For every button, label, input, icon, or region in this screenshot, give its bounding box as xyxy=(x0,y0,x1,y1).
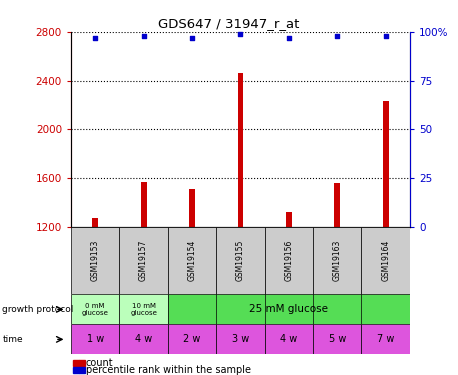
Text: GSM19163: GSM19163 xyxy=(333,240,342,281)
Point xyxy=(285,35,293,41)
Point xyxy=(237,31,244,37)
Text: GSM19156: GSM19156 xyxy=(284,240,294,281)
Text: 0 mM
glucose: 0 mM glucose xyxy=(82,303,109,316)
Bar xyxy=(334,183,340,373)
Bar xyxy=(168,324,216,354)
Bar xyxy=(120,324,168,354)
Text: 25 mM glucose: 25 mM glucose xyxy=(249,304,328,314)
Text: growth protocol: growth protocol xyxy=(2,305,74,314)
Text: 2 w: 2 w xyxy=(183,334,201,344)
Text: GSM19153: GSM19153 xyxy=(91,240,100,281)
Bar xyxy=(286,212,292,373)
Bar xyxy=(313,324,361,354)
Text: 5 w: 5 w xyxy=(328,334,346,344)
Text: 4 w: 4 w xyxy=(280,334,298,344)
Bar xyxy=(265,324,313,354)
Bar xyxy=(361,227,410,294)
Point xyxy=(92,35,99,41)
Bar xyxy=(238,74,243,373)
Text: 4 w: 4 w xyxy=(135,334,152,344)
Bar xyxy=(120,294,168,324)
Text: GSM19157: GSM19157 xyxy=(139,240,148,281)
Bar xyxy=(383,101,388,373)
Bar xyxy=(216,227,265,294)
Bar xyxy=(313,227,361,294)
Text: 3 w: 3 w xyxy=(232,334,249,344)
Point xyxy=(382,33,389,39)
Point xyxy=(140,33,147,39)
Text: GSM19154: GSM19154 xyxy=(187,240,196,281)
Bar xyxy=(265,227,313,294)
Text: 1 w: 1 w xyxy=(87,334,104,344)
Text: count: count xyxy=(86,358,113,368)
Text: 7 w: 7 w xyxy=(377,334,394,344)
Bar xyxy=(189,189,195,373)
Text: time: time xyxy=(2,335,23,344)
Point xyxy=(333,33,341,39)
Bar xyxy=(71,227,120,294)
Point xyxy=(188,35,196,41)
Bar xyxy=(168,294,410,324)
Bar xyxy=(120,227,168,294)
Bar xyxy=(361,324,410,354)
Bar xyxy=(168,227,216,294)
Text: GSM19155: GSM19155 xyxy=(236,240,245,281)
Text: GSM19164: GSM19164 xyxy=(381,240,390,281)
Bar xyxy=(216,324,265,354)
Text: GDS647 / 31947_r_at: GDS647 / 31947_r_at xyxy=(158,17,300,30)
Text: percentile rank within the sample: percentile rank within the sample xyxy=(86,365,251,375)
Bar xyxy=(93,218,98,373)
Bar xyxy=(141,182,147,373)
Bar xyxy=(71,294,120,324)
Text: 10 mM
glucose: 10 mM glucose xyxy=(130,303,157,316)
Bar xyxy=(71,324,120,354)
